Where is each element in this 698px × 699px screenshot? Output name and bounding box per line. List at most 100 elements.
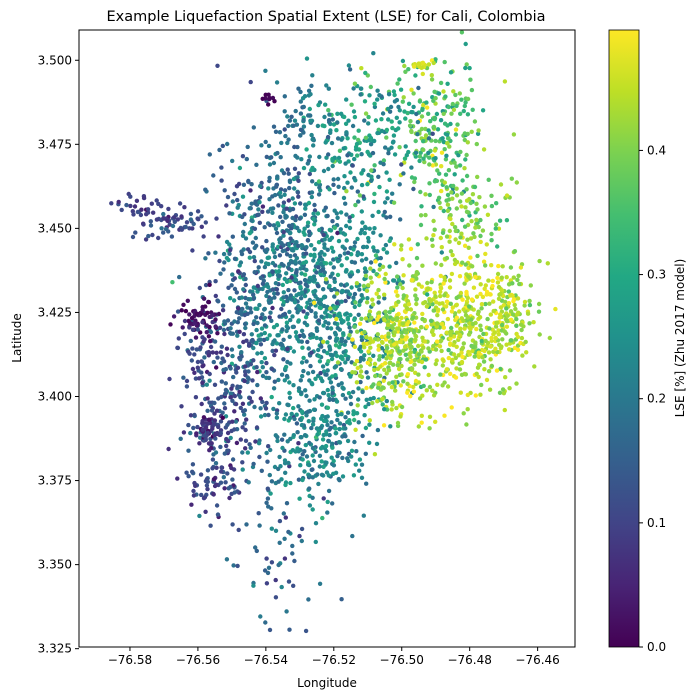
data-point <box>299 157 304 162</box>
data-point <box>321 418 327 423</box>
data-point <box>248 310 254 315</box>
data-point <box>197 285 202 291</box>
data-point <box>367 309 373 314</box>
colorbar-label: LSE [%] (Zhu 2017 model) <box>673 259 687 418</box>
data-point <box>449 271 455 277</box>
data-point <box>190 366 196 372</box>
data-point <box>300 373 305 379</box>
data-point <box>284 206 289 211</box>
data-point <box>297 307 302 313</box>
data-point <box>441 139 447 145</box>
data-point <box>330 117 335 122</box>
data-point <box>235 365 241 370</box>
data-point <box>417 154 423 159</box>
data-point <box>455 122 460 127</box>
data-point <box>327 397 332 402</box>
data-point <box>379 339 385 345</box>
data-point <box>312 397 317 402</box>
data-point <box>427 162 432 167</box>
data-point <box>299 390 304 395</box>
data-point <box>258 275 264 280</box>
data-point <box>460 354 465 359</box>
data-point <box>312 300 317 305</box>
data-point <box>372 361 378 367</box>
data-point <box>409 128 414 134</box>
data-point <box>358 369 364 374</box>
data-point <box>215 331 220 336</box>
data-point <box>238 437 243 442</box>
data-point <box>225 194 231 200</box>
data-point <box>286 223 292 228</box>
data-point <box>260 209 265 214</box>
data-point <box>478 327 484 333</box>
data-point <box>262 315 268 321</box>
data-point <box>379 334 385 340</box>
data-point <box>296 441 301 446</box>
data-point <box>396 277 402 283</box>
data-point <box>195 209 201 214</box>
data-point <box>471 285 477 290</box>
data-point <box>464 187 469 192</box>
data-point <box>382 209 387 215</box>
data-point <box>464 173 470 179</box>
data-point <box>439 164 444 169</box>
data-point <box>264 450 269 456</box>
data-point <box>327 427 332 432</box>
data-point <box>264 370 269 375</box>
data-point <box>245 360 250 365</box>
data-point <box>277 253 283 258</box>
data-point <box>286 123 291 129</box>
data-point <box>461 318 466 323</box>
data-point <box>411 389 417 394</box>
data-point <box>212 418 218 423</box>
data-point <box>298 296 304 301</box>
data-point <box>486 278 491 283</box>
data-point <box>314 270 319 275</box>
data-point <box>467 65 472 71</box>
data-point <box>325 325 330 331</box>
data-point <box>353 202 358 208</box>
data-point <box>219 379 224 384</box>
data-point <box>230 419 235 424</box>
data-point <box>176 336 181 341</box>
data-point <box>439 262 444 268</box>
data-point <box>450 305 455 310</box>
data-point <box>413 337 418 342</box>
data-point <box>227 242 232 247</box>
data-point <box>348 329 353 334</box>
y-tick-label: 3.500 <box>38 53 72 67</box>
data-point <box>211 173 216 178</box>
data-point <box>415 119 421 125</box>
data-point <box>251 285 256 290</box>
data-point <box>349 102 354 107</box>
data-point <box>370 302 376 307</box>
data-point <box>489 363 495 369</box>
data-point <box>181 375 186 380</box>
data-point <box>425 286 431 291</box>
data-point <box>368 135 374 141</box>
data-point <box>218 419 224 424</box>
data-point <box>386 381 392 386</box>
data-point <box>480 228 486 233</box>
data-point <box>522 303 527 308</box>
data-point <box>311 258 316 263</box>
data-point <box>207 371 212 377</box>
data-point <box>446 104 451 110</box>
data-point <box>243 446 248 451</box>
data-point <box>242 412 247 417</box>
data-point <box>351 295 356 300</box>
x-axis-label: Longitude <box>297 676 357 690</box>
data-point <box>320 390 326 396</box>
data-point <box>277 540 282 545</box>
data-point <box>440 136 445 141</box>
data-point <box>265 570 271 576</box>
data-point <box>426 346 431 351</box>
data-point <box>378 364 383 369</box>
data-point <box>329 356 335 362</box>
data-point <box>325 134 331 140</box>
data-point <box>419 284 424 289</box>
data-point <box>352 304 357 310</box>
data-point <box>324 448 329 454</box>
data-point <box>357 373 363 378</box>
